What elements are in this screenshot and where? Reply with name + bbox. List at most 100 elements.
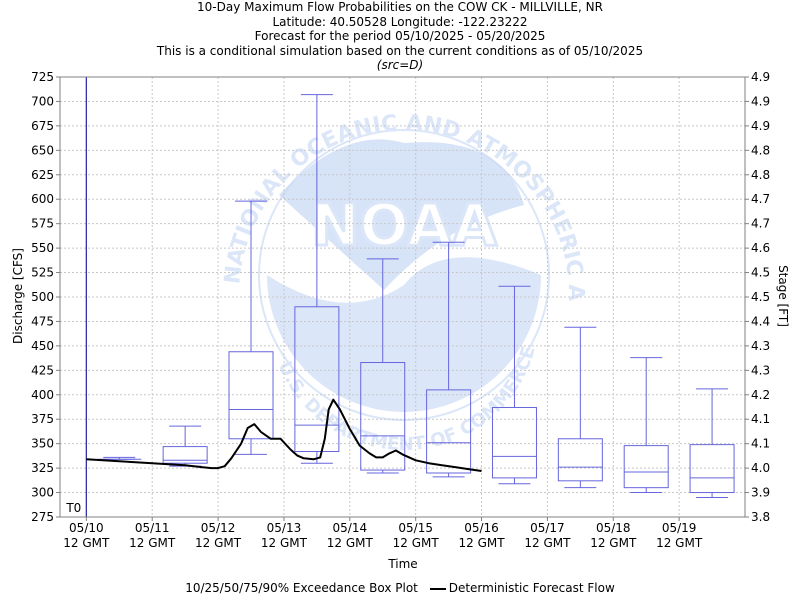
x-tick-date: 05/16 <box>464 521 499 535</box>
x-tick-time: 12 GMT <box>261 536 308 550</box>
y-axis-right-ticks: 3.8 3.9 4.0 4.1 4.1 4.2 4.3 4.3 4.4 4.5 4.5 4.6 4.7 4… <box>745 70 770 524</box>
x-axis-label: Time <box>387 557 417 571</box>
t0-label: T0 <box>65 501 81 515</box>
y-right-tick-label: 4.5 <box>751 290 770 304</box>
y-tick-label: 375 <box>31 412 54 426</box>
x-tick-time: 12 GMT <box>129 536 176 550</box>
y-axis-right-label: Stage [FT] <box>776 265 790 327</box>
y-tick-label: 550 <box>31 241 54 255</box>
y-right-tick-label: 4.6 <box>751 241 770 255</box>
box-plot <box>557 326 603 489</box>
box-plots <box>97 94 735 498</box>
legend-line-swatch <box>429 587 446 590</box>
box-plot <box>491 285 537 485</box>
y-right-tick-label: 4.3 <box>751 363 770 377</box>
box-iqr <box>162 446 208 464</box>
y-tick-label: 650 <box>31 143 54 157</box>
box-plot <box>623 357 669 494</box>
chart-period: Forecast for the period 05/10/2025 - 05/… <box>254 29 546 43</box>
t0-marker: T0 <box>65 77 87 517</box>
box-iqr <box>228 351 274 440</box>
box-iqr <box>689 444 735 494</box>
y-tick-label: 500 <box>31 290 54 304</box>
y-right-tick-label: 4.2 <box>751 388 770 402</box>
x-tick-date: 05/10 <box>69 521 104 535</box>
x-tick-date: 05/14 <box>333 521 368 535</box>
x-tick-date: 05/12 <box>201 521 236 535</box>
x-tick-time: 12 GMT <box>195 536 242 550</box>
x-tick-time: 12 GMT <box>327 536 374 550</box>
chart-title-block: 10-Day Maximum Flow Probabilities on the… <box>0 0 800 73</box>
y-tick-label: 525 <box>31 266 54 280</box>
box-iqr <box>294 306 340 452</box>
watermark-gull <box>279 139 524 290</box>
legend-box-label: 10/25/50/75/90% Exceedance Box Plot <box>185 581 418 595</box>
box-plot <box>689 388 735 498</box>
watermark-noaa-logo-text: NOAA <box>311 191 497 259</box>
y-tick-label: 450 <box>31 339 54 353</box>
box-iqr <box>491 406 537 479</box>
y-right-tick-label: 4.4 <box>751 314 770 328</box>
y-right-tick-label: 4.7 <box>751 192 770 206</box>
box-iqr <box>623 445 669 489</box>
y-tick-label: 275 <box>31 510 54 524</box>
y-right-tick-label: 4.7 <box>751 217 770 231</box>
x-tick-date: 05/13 <box>267 521 302 535</box>
chart-title: 10-Day Maximum Flow Probabilities on the… <box>197 0 603 14</box>
chart-source: (src=D) <box>376 58 424 72</box>
y-tick-label: 700 <box>31 94 54 108</box>
box-plot <box>426 241 472 478</box>
y-right-tick-label: 4.0 <box>751 461 770 475</box>
x-tick-date: 05/19 <box>662 521 697 535</box>
box-iqr <box>426 389 472 474</box>
y-right-tick-label: 4.9 <box>751 94 770 108</box>
box-plot <box>162 425 208 467</box>
legend: 10/25/50/75/90% Exceedance Box Plot Dete… <box>0 580 800 596</box>
x-tick-time: 12 GMT <box>656 536 703 550</box>
box-iqr <box>557 438 603 482</box>
x-tick-date: 05/17 <box>530 521 565 535</box>
noaa-watermark: NATIONAL OCEANIC AND ATMOSPHERIC ADMINIS… <box>0 0 588 455</box>
y-right-tick-label: 4.1 <box>751 412 770 426</box>
x-tick-time: 12 GMT <box>590 536 637 550</box>
y-right-tick-label: 3.9 <box>751 486 770 500</box>
y-tick-label: 725 <box>31 70 54 84</box>
y-tick-label: 300 <box>31 486 54 500</box>
y-right-tick-label: 4.9 <box>751 70 770 84</box>
y-right-tick-label: 4.8 <box>751 143 770 157</box>
y-tick-label: 575 <box>31 217 54 231</box>
y-right-tick-label: 4.5 <box>751 266 770 280</box>
y-tick-label: 350 <box>31 437 54 451</box>
y-tick-label: 325 <box>31 461 54 475</box>
box-plot <box>97 456 142 460</box>
y-tick-label: 600 <box>31 192 54 206</box>
x-tick-time: 12 GMT <box>63 536 110 550</box>
x-tick-time: 12 GMT <box>458 536 505 550</box>
y-right-tick-label: 4.9 <box>751 119 770 133</box>
chart-location: Latitude: 40.50528 Longitude: -122.23222 <box>272 14 528 29</box>
y-right-tick-label: 4.8 <box>751 168 770 182</box>
y-axis-left-ticks: 275 300 325 350 375 400 425 450 475 500 525 550 575 6… <box>31 70 60 524</box>
box-plot <box>294 94 340 464</box>
watermark-wave-bottom <box>267 257 541 412</box>
y-tick-label: 400 <box>31 388 54 402</box>
y-axis-label: Discharge [CFS] <box>11 248 25 344</box>
box-plot <box>228 200 274 455</box>
x-tick-date: 05/15 <box>398 521 433 535</box>
y-right-tick-label: 4.1 <box>751 437 770 451</box>
y-tick-label: 475 <box>31 314 54 328</box>
y-tick-label: 425 <box>31 363 54 377</box>
x-tick-date: 05/11 <box>135 521 170 535</box>
y-tick-label: 625 <box>31 168 54 182</box>
y-right-tick-label: 3.8 <box>751 510 770 524</box>
legend-line-label: Deterministic Forecast Flow <box>448 581 615 595</box>
deterministic-flow-line <box>86 398 482 472</box>
y-right-tick-label: 4.3 <box>751 339 770 353</box>
x-tick-time: 12 GMT <box>393 536 440 550</box>
y-tick-label: 675 <box>31 119 54 133</box>
box-plot <box>360 258 406 474</box>
chart-subtitle: This is a conditional simulation based o… <box>156 43 644 58</box>
x-tick-time: 12 GMT <box>524 536 571 550</box>
